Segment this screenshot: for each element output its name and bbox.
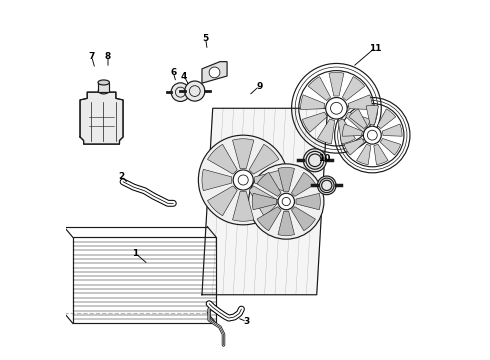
Polygon shape	[329, 72, 344, 96]
Polygon shape	[338, 119, 355, 144]
Text: 8: 8	[105, 52, 111, 61]
Polygon shape	[349, 109, 368, 129]
Circle shape	[185, 81, 205, 101]
Polygon shape	[343, 124, 362, 136]
Text: 4: 4	[181, 72, 187, 81]
Polygon shape	[300, 95, 325, 109]
Polygon shape	[296, 193, 320, 210]
Circle shape	[326, 98, 347, 119]
Polygon shape	[202, 62, 227, 83]
Text: 3: 3	[244, 317, 250, 326]
Polygon shape	[249, 186, 279, 216]
Polygon shape	[207, 186, 237, 216]
Text: 9: 9	[256, 82, 263, 91]
Polygon shape	[377, 109, 396, 129]
Circle shape	[278, 193, 294, 210]
Polygon shape	[233, 139, 254, 168]
Polygon shape	[202, 169, 232, 191]
Circle shape	[171, 83, 190, 102]
Polygon shape	[343, 77, 365, 100]
Circle shape	[198, 135, 288, 225]
Polygon shape	[344, 139, 364, 155]
Polygon shape	[278, 167, 294, 192]
Polygon shape	[366, 105, 378, 125]
Ellipse shape	[98, 80, 109, 85]
Polygon shape	[207, 144, 237, 174]
Polygon shape	[348, 95, 372, 109]
Polygon shape	[302, 112, 327, 132]
Circle shape	[318, 176, 336, 195]
Text: 7: 7	[88, 52, 95, 61]
Circle shape	[364, 126, 381, 144]
Polygon shape	[382, 124, 402, 136]
Text: 10: 10	[318, 154, 330, 163]
Polygon shape	[255, 169, 284, 191]
Text: 2: 2	[118, 172, 124, 181]
Circle shape	[248, 164, 324, 239]
Circle shape	[233, 170, 253, 190]
Polygon shape	[292, 172, 316, 196]
Polygon shape	[257, 207, 281, 231]
Polygon shape	[252, 193, 276, 210]
Polygon shape	[374, 144, 388, 165]
Ellipse shape	[98, 87, 109, 94]
Polygon shape	[278, 211, 294, 235]
Circle shape	[303, 149, 326, 172]
Text: 5: 5	[202, 34, 209, 43]
Circle shape	[209, 67, 220, 78]
Polygon shape	[308, 77, 331, 100]
Polygon shape	[346, 112, 370, 132]
Polygon shape	[80, 92, 123, 144]
Polygon shape	[318, 119, 335, 144]
Polygon shape	[202, 108, 327, 295]
Bar	[98, 83, 109, 92]
Text: 6: 6	[170, 68, 176, 77]
Polygon shape	[292, 207, 316, 231]
Text: 11: 11	[368, 44, 381, 53]
Polygon shape	[233, 192, 254, 221]
Text: 1: 1	[132, 249, 139, 258]
Polygon shape	[257, 172, 281, 196]
Polygon shape	[249, 144, 279, 174]
Polygon shape	[380, 139, 401, 155]
Polygon shape	[357, 144, 371, 165]
Bar	[73, 237, 216, 323]
